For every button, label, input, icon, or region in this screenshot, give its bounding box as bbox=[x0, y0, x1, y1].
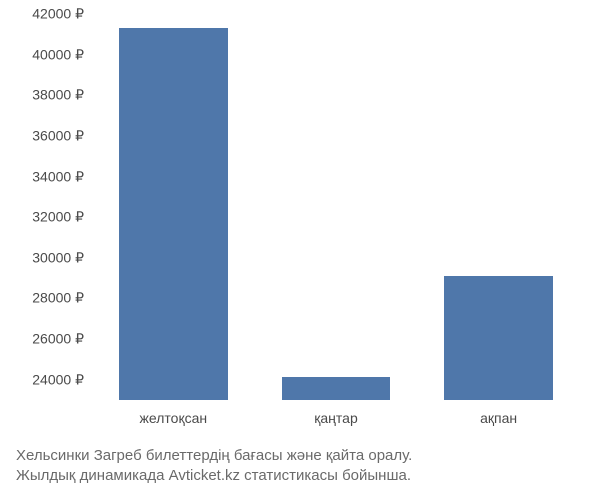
y-tick-label: 40000 ₽ bbox=[2, 46, 84, 63]
y-tick-label: 34000 ₽ bbox=[2, 168, 84, 185]
x-tick-label: ақпан bbox=[480, 410, 517, 426]
y-tick-label: 38000 ₽ bbox=[2, 87, 84, 104]
y-tick-label: 30000 ₽ bbox=[2, 249, 84, 266]
price-chart: Хельсинки Загреб билеттердің бағасы және… bbox=[0, 0, 600, 500]
y-tick-label: 42000 ₽ bbox=[2, 6, 84, 23]
x-tick-label: желтоқсан bbox=[140, 410, 208, 426]
caption-line-2: Жылдық динамикада Avticket.kz статистика… bbox=[16, 466, 412, 486]
chart-caption: Хельсинки Загреб билеттердің бағасы және… bbox=[16, 446, 412, 487]
plot-area bbox=[92, 14, 580, 400]
y-tick-label: 28000 ₽ bbox=[2, 290, 84, 307]
bar bbox=[444, 276, 553, 400]
y-tick-label: 32000 ₽ bbox=[2, 209, 84, 226]
y-tick-label: 24000 ₽ bbox=[2, 371, 84, 388]
y-tick-label: 26000 ₽ bbox=[2, 331, 84, 348]
bar bbox=[119, 28, 228, 400]
x-tick-label: қаңтар bbox=[314, 410, 357, 426]
bar bbox=[282, 377, 391, 400]
y-tick-label: 36000 ₽ bbox=[2, 127, 84, 144]
caption-line-1: Хельсинки Загреб билеттердің бағасы және… bbox=[16, 446, 412, 466]
